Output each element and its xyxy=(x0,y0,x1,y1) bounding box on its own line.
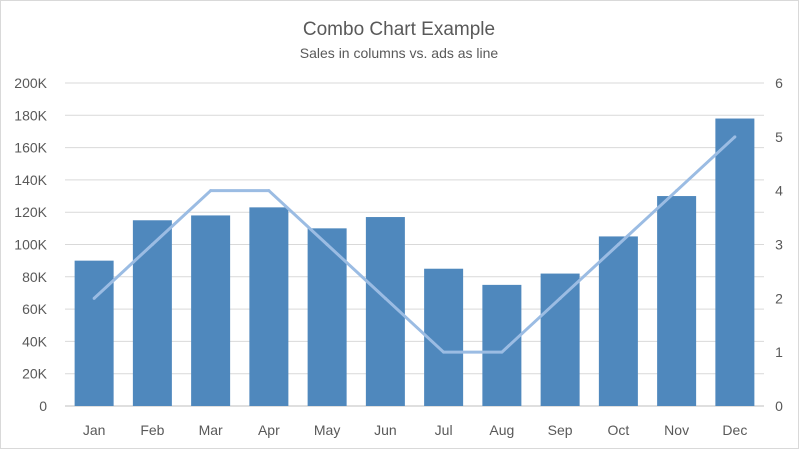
bar-feb xyxy=(132,220,172,406)
ads-point-dec xyxy=(733,135,737,139)
bar-aug xyxy=(482,284,522,406)
x-axis-tick-label: Mar xyxy=(199,422,223,438)
left-axis-tick-label: 100K xyxy=(14,237,47,253)
ads-point-sep xyxy=(558,296,562,300)
right-axis-tick-label: 2 xyxy=(775,290,783,306)
x-axis-tick-label: Aug xyxy=(489,422,514,438)
left-axis-tick-label: 180K xyxy=(14,107,47,123)
x-axis-tick-label: Jul xyxy=(435,422,453,438)
right-axis-tick-label: 4 xyxy=(775,183,783,199)
chart-subtitle: Sales in columns vs. ads as line xyxy=(300,45,499,61)
left-axis-tick-label: 40K xyxy=(22,333,48,349)
left-axis-tick-label: 80K xyxy=(22,269,48,285)
x-axis-tick-label: Jun xyxy=(374,422,397,438)
ads-point-jan xyxy=(92,296,96,300)
chart-title: Combo Chart Example xyxy=(303,19,495,40)
x-axis-tick-label: May xyxy=(314,422,340,438)
ads-point-jun xyxy=(383,296,387,300)
bar-mar xyxy=(191,215,231,406)
right-axis-tick-label: 5 xyxy=(775,129,783,145)
ads-point-jul xyxy=(442,350,446,354)
left-axis-tick-label: 60K xyxy=(22,301,48,317)
bar-jan xyxy=(74,260,114,406)
x-axis-tick-label: Oct xyxy=(607,422,629,438)
right-axis-tick-label: 1 xyxy=(775,344,783,360)
left-axis-tick-label: 120K xyxy=(14,204,47,220)
x-axis-tick-label: Nov xyxy=(664,422,689,438)
ads-point-apr xyxy=(267,189,271,193)
ads-line xyxy=(93,135,736,354)
left-axis-tick-label: 0 xyxy=(39,398,47,414)
ads-point-mar xyxy=(209,189,213,193)
ads-point-oct xyxy=(616,243,620,246)
ads-point-may xyxy=(325,243,329,246)
x-axis-tick-label: Sep xyxy=(548,422,573,438)
x-axis-tick-label: Jan xyxy=(83,422,106,438)
x-axis-tick-label: Dec xyxy=(722,422,747,438)
x-axis-tick-label: Apr xyxy=(258,422,280,438)
ads-point-aug xyxy=(500,350,504,354)
bar-jul xyxy=(424,268,464,406)
x-axis-tick-label: Feb xyxy=(140,422,164,438)
right-axis-tick-label: 0 xyxy=(775,398,783,414)
left-axis-tick-label: 160K xyxy=(14,140,47,156)
left-axis-tick-label: 20K xyxy=(22,366,48,382)
bar-dec xyxy=(715,118,755,406)
bar-nov xyxy=(657,196,697,406)
right-axis-tick-label: 6 xyxy=(775,75,783,91)
bar-sep xyxy=(540,273,580,406)
bar-may xyxy=(307,228,347,406)
ads-point-feb xyxy=(150,243,154,246)
ads-point-nov xyxy=(675,189,679,193)
left-axis-tick-label: 200K xyxy=(14,75,47,91)
bar-oct xyxy=(598,236,638,406)
bar-apr xyxy=(249,207,289,406)
right-axis-tick-label: 3 xyxy=(775,237,783,253)
left-axis-tick-label: 140K xyxy=(14,172,47,188)
